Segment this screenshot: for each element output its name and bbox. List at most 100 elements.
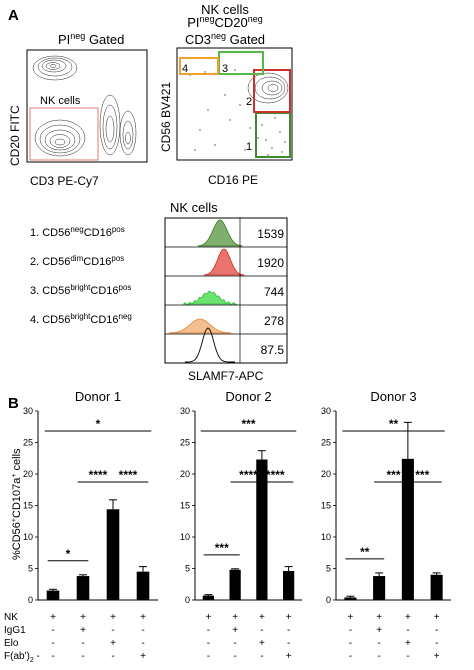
y-tick-label: 20 — [180, 469, 190, 479]
condition-mark: - — [406, 625, 409, 636]
condition-mark: - — [287, 625, 290, 636]
condition-mark: - — [111, 625, 114, 636]
plot1-xlabel: CD3 PE-Cy7 — [30, 174, 99, 188]
significance-label: *** — [241, 417, 255, 431]
histogram-title: NK cells — [170, 200, 218, 215]
histogram-unstained-peak — [185, 327, 235, 363]
condition-mark: + — [110, 612, 116, 623]
condition-table: NK IgG1 Elo F(ab')2 - + - - - + + - - + - + - + - - + + - - - + +… — [4, 612, 440, 664]
condition-mark: - — [435, 625, 438, 636]
bar-chart-title: Donor 3 — [370, 389, 416, 404]
svg-text:NK cells: NK cells — [201, 2, 249, 17]
y-tick-label: 5 — [28, 564, 33, 574]
histogram-mfi: 87.5 — [261, 343, 285, 357]
significance-label: *** — [415, 468, 429, 482]
y-tick-label: 10 — [321, 532, 331, 542]
y-tick-label: 15 — [180, 501, 190, 511]
condition-mark: + — [376, 625, 382, 636]
condition-mark: - — [260, 625, 263, 636]
bar-chart-title: Donor 2 — [225, 389, 271, 404]
condition-mark: - — [233, 638, 236, 649]
condition-mark: + — [80, 612, 86, 623]
condition-mark: - — [81, 651, 84, 662]
y-tick-label: 0 — [28, 595, 33, 605]
significance-label: **** — [89, 468, 108, 482]
condition-mark: - — [349, 638, 352, 649]
bar — [401, 458, 414, 600]
bar — [283, 571, 295, 600]
condition-mark: - — [51, 625, 54, 636]
histogram-panel: 1539 1. CD56negCD16pos 1920 2. CD56dimCD16p… — [30, 217, 288, 364]
gate-label-2: 2 — [246, 96, 252, 108]
bar — [430, 574, 443, 600]
condition-mark: - — [207, 651, 210, 662]
condition-mark: + — [434, 651, 440, 662]
significance-label: * — [66, 547, 71, 561]
y-tick-label: 5 — [326, 564, 331, 574]
gate-label-3: 3 — [222, 63, 228, 75]
bar-chart-title: Donor 1 — [75, 389, 121, 404]
condition-row-label: IgG1 — [4, 625, 26, 636]
plot1-dotplot: NK cells — [26, 49, 148, 163]
y-tick-label: 10 — [23, 532, 33, 542]
histogram-mfi: 278 — [264, 314, 284, 328]
significance-label: *** — [215, 541, 229, 555]
plot2-xlabel: CD16 PE — [208, 173, 258, 187]
significance-label: * — [96, 417, 101, 431]
histogram-peak — [203, 248, 245, 276]
condition-mark: + — [376, 612, 382, 623]
condition-mark: + — [140, 612, 146, 623]
bar — [136, 571, 150, 600]
condition-mark: + — [405, 638, 411, 649]
y-tick-label: 5 — [185, 564, 190, 574]
histogram-peak — [197, 219, 243, 247]
plot1-contour-t — [99, 94, 137, 156]
panel-b-ylabel: %CD56+CD107a+ cells — [11, 448, 23, 560]
condition-mark: + — [110, 638, 116, 649]
histogram-mfi: 1539 — [257, 227, 284, 241]
y-tick-label: 30 — [321, 406, 331, 416]
condition-mark: - — [51, 651, 54, 662]
svg-text:CD3neg Gated: CD3neg Gated — [185, 31, 265, 47]
condition-mark: - — [141, 625, 144, 636]
histogram-xlabel: SLAMF7-APC — [188, 369, 264, 383]
condition-mark: - — [141, 638, 144, 649]
panel-b-letter: B — [8, 395, 19, 412]
histogram-mfi: 1920 — [257, 256, 284, 270]
gate-4 — [179, 57, 219, 75]
y-tick-label: 25 — [23, 438, 33, 448]
nk-gate-label: NK cells — [40, 95, 81, 107]
bar — [344, 597, 357, 600]
panel-a-letter: A — [8, 7, 19, 24]
histogram-row-label: 2. CD56dimCD16pos — [30, 254, 124, 268]
significance-label: *** — [386, 468, 400, 482]
condition-mark: - — [435, 638, 438, 649]
bar — [202, 595, 214, 600]
significance-label: **** — [239, 468, 258, 482]
y-tick-label: 30 — [23, 406, 33, 416]
y-tick-label: 30 — [180, 406, 190, 416]
condition-mark: + — [286, 612, 292, 623]
condition-mark: - — [233, 651, 236, 662]
significance-label: ** — [389, 417, 399, 431]
y-tick-label: 20 — [23, 469, 33, 479]
bar — [373, 576, 386, 600]
condition-mark: - — [377, 638, 380, 649]
condition-mark: + — [50, 612, 56, 623]
histogram-peak — [183, 290, 237, 306]
condition-mark: + — [434, 612, 440, 623]
plot2-title: NK cells PInegCD20neg CD3neg Gated — [185, 2, 265, 47]
condition-mark: + — [232, 612, 238, 623]
condition-mark: - — [51, 638, 54, 649]
histogram-row-label: 3. CD56brightCD16pos — [30, 283, 131, 297]
significance-label: **** — [119, 468, 138, 482]
bar — [106, 509, 120, 600]
condition-mark: - — [207, 638, 210, 649]
plot2-scatter-dots — [189, 69, 286, 156]
condition-mark: + — [347, 612, 353, 623]
condition-mark: - — [349, 625, 352, 636]
condition-mark: + — [286, 651, 292, 662]
